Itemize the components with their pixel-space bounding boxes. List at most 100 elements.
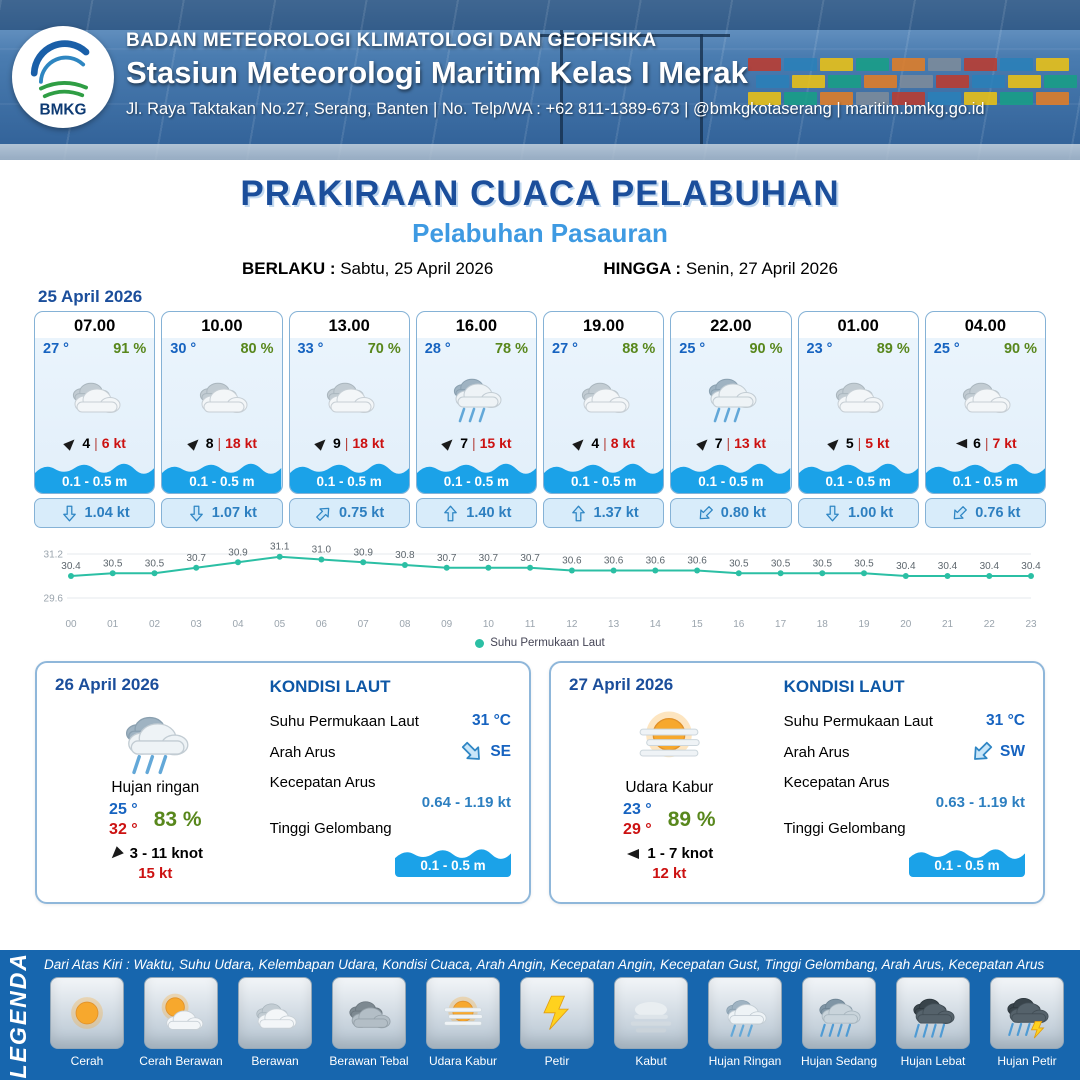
wind-speed: 7 bbox=[714, 435, 723, 451]
air-temperature: 23 ° bbox=[806, 341, 833, 357]
temp-max: 29 ° bbox=[623, 821, 652, 838]
condition-icon-cell bbox=[671, 357, 790, 431]
svg-text:03: 03 bbox=[191, 619, 203, 630]
legend-icon-box bbox=[896, 977, 970, 1049]
legend-icon-box bbox=[802, 977, 876, 1049]
wind-divider: | bbox=[344, 435, 349, 451]
container-box bbox=[1036, 92, 1069, 105]
legend-item: Kabut bbox=[606, 977, 696, 1068]
humidity: 78 % bbox=[494, 341, 528, 357]
crane-arm bbox=[540, 34, 730, 37]
day-condition-icon-cell bbox=[627, 695, 711, 779]
container-box bbox=[864, 75, 897, 88]
legend-title: LEGENDA bbox=[4, 951, 31, 1079]
svg-text:31.1: 31.1 bbox=[270, 542, 290, 553]
current-speed: 0.75 kt bbox=[339, 505, 385, 521]
wind-speed: 4 bbox=[82, 435, 91, 451]
current-direction-arrow-icon-SW bbox=[954, 505, 968, 519]
legend-item: Cerah bbox=[42, 977, 132, 1068]
wave-band: 0.1 - 0.5 m bbox=[162, 457, 282, 493]
current-speed: 1.00 kt bbox=[848, 505, 894, 521]
crane-mast bbox=[560, 30, 563, 144]
forecast-time: 19.00 bbox=[582, 317, 625, 335]
container-box bbox=[856, 58, 889, 71]
container-box bbox=[820, 58, 853, 71]
weather-icon-cerah bbox=[71, 997, 103, 1029]
legend-item-label: Hujan Petir bbox=[997, 1054, 1057, 1068]
day-temp-row: 25 ° 32 ° 83 % bbox=[109, 801, 202, 839]
current-direction-arrow-icon-N bbox=[571, 505, 585, 521]
forecast-card-main: 19.00 27 ° 88 % 4 | 8 kt 0.1 - 0.5 m bbox=[543, 311, 665, 494]
wave-height-value: 0.1 - 0.5 m bbox=[420, 858, 486, 873]
arah-arus-value: SE bbox=[490, 743, 511, 760]
current-chip: 1.40 kt bbox=[415, 498, 537, 528]
wave-height: 0.1 - 0.5 m bbox=[825, 474, 891, 489]
y-axis-labels: 31.2 29.6 bbox=[44, 550, 64, 605]
forecast-time: 16.00 bbox=[455, 317, 498, 335]
container-box bbox=[964, 92, 997, 105]
humidity: 70 % bbox=[367, 341, 401, 357]
container-box bbox=[784, 92, 817, 105]
wave-height: 0.1 - 0.5 m bbox=[316, 474, 382, 489]
wave-graphic-icon bbox=[395, 849, 511, 877]
condition-icon-cell bbox=[417, 357, 536, 431]
bmkg-logo: BMKG bbox=[12, 26, 114, 128]
gust-speed: 13 kt bbox=[734, 435, 767, 451]
valid-until-label: HINGGA : bbox=[603, 259, 682, 278]
forecast-card-main: 04.00 25 ° 90 % 6 | 7 kt 0.1 - 0.5 m bbox=[924, 311, 1046, 494]
forecast-time: 04.00 bbox=[964, 317, 1007, 335]
humidity: 88 % bbox=[622, 341, 656, 357]
temp-humidity-row: 30 ° 80 % bbox=[162, 338, 281, 357]
wave-graphic-icon bbox=[544, 463, 664, 493]
weather-icon-hujan-sedang bbox=[819, 998, 861, 1037]
svg-text:30.5: 30.5 bbox=[771, 558, 791, 569]
day-date: 26 April 2026 bbox=[55, 675, 160, 694]
legend-icon-box bbox=[144, 977, 218, 1049]
wave-band: 0.1 - 0.5 m bbox=[289, 457, 409, 493]
arah-arus-label: Arah Arus bbox=[783, 743, 850, 761]
wind-speed: 9 bbox=[332, 435, 341, 451]
weather-icon-cerah-berawan bbox=[161, 993, 204, 1031]
gust-speed: 7 kt bbox=[992, 435, 1017, 451]
sst-chart-section: 31.2 29.6 30.4 30.5 30.5 30.7 30.9 31.1 31.0 30.9… bbox=[35, 536, 1045, 649]
legend-item: Berawan bbox=[230, 977, 320, 1068]
weather-icon-hujan-ringan bbox=[126, 716, 189, 775]
wind-row: 4 | 6 kt bbox=[35, 431, 154, 455]
forecast-card-main: 07.00 27 ° 91 % 4 | 6 kt 0.1 - 0.5 m bbox=[34, 311, 156, 494]
legend-item-label: Cerah Berawan bbox=[139, 1054, 223, 1068]
weather-icon-kabut bbox=[630, 1002, 672, 1033]
valid-until-value: Senin, 27 April 2026 bbox=[685, 259, 839, 278]
data-points bbox=[68, 553, 1034, 579]
crane-mast bbox=[700, 34, 703, 144]
wind-direction-flag-icon-NE bbox=[827, 439, 839, 451]
svg-text:14: 14 bbox=[650, 619, 662, 630]
svg-text:20: 20 bbox=[900, 619, 912, 630]
sea-condition-panel: KONDISI LAUT Suhu Permukaan Laut 31 °C Arah… bbox=[262, 675, 511, 890]
svg-text:30.7: 30.7 bbox=[520, 553, 540, 564]
station-name: Stasiun Meteorologi Maritim Kelas I Mera… bbox=[126, 55, 748, 90]
day-humidity: 89 % bbox=[667, 808, 716, 831]
svg-text:BMKG: BMKG bbox=[40, 101, 87, 118]
temp-humidity-row: 27 ° 88 % bbox=[544, 338, 663, 357]
forecast-card: 04.00 25 ° 90 % 6 | 7 kt 0.1 - 0.5 m 0.76 kt bbox=[924, 311, 1046, 528]
current-speed: 0.80 kt bbox=[720, 505, 766, 521]
bmkg-logo-icon: BMKG bbox=[16, 30, 110, 124]
weather-icon-petir bbox=[543, 995, 570, 1030]
legend-item: Cerah Berawan bbox=[136, 977, 226, 1068]
wave-band: 0.1 - 0.5 m bbox=[925, 457, 1045, 493]
wind-direction-flag-icon-NE bbox=[695, 439, 708, 451]
legend-item-label: Hujan Lebat bbox=[900, 1054, 966, 1068]
header: BMKG BADAN METEOROLOGI KLIMATOLOGI DAN G… bbox=[0, 0, 1080, 160]
wind-direction-flag-icon-NE bbox=[186, 439, 199, 451]
wind-divider: | bbox=[94, 435, 98, 451]
wave-band: 0.1 - 0.5 m bbox=[416, 457, 536, 493]
sst-row: Suhu Permukaan Laut 31 °C bbox=[270, 712, 511, 730]
condition-icon-cell bbox=[35, 357, 154, 431]
current-direction-arrow-icon-S bbox=[189, 505, 203, 521]
sst-label: Suhu Permukaan Laut bbox=[269, 712, 419, 730]
current-chip: 0.80 kt bbox=[670, 498, 792, 528]
condition-icon-cell bbox=[290, 357, 409, 431]
svg-text:16: 16 bbox=[733, 619, 745, 630]
legend-item-label: Berawan Tebal bbox=[329, 1054, 409, 1068]
day-summary-card: 27 April 2026 Udara Kabur 23 ° 29 ° 89 % 1 - … bbox=[549, 661, 1045, 904]
